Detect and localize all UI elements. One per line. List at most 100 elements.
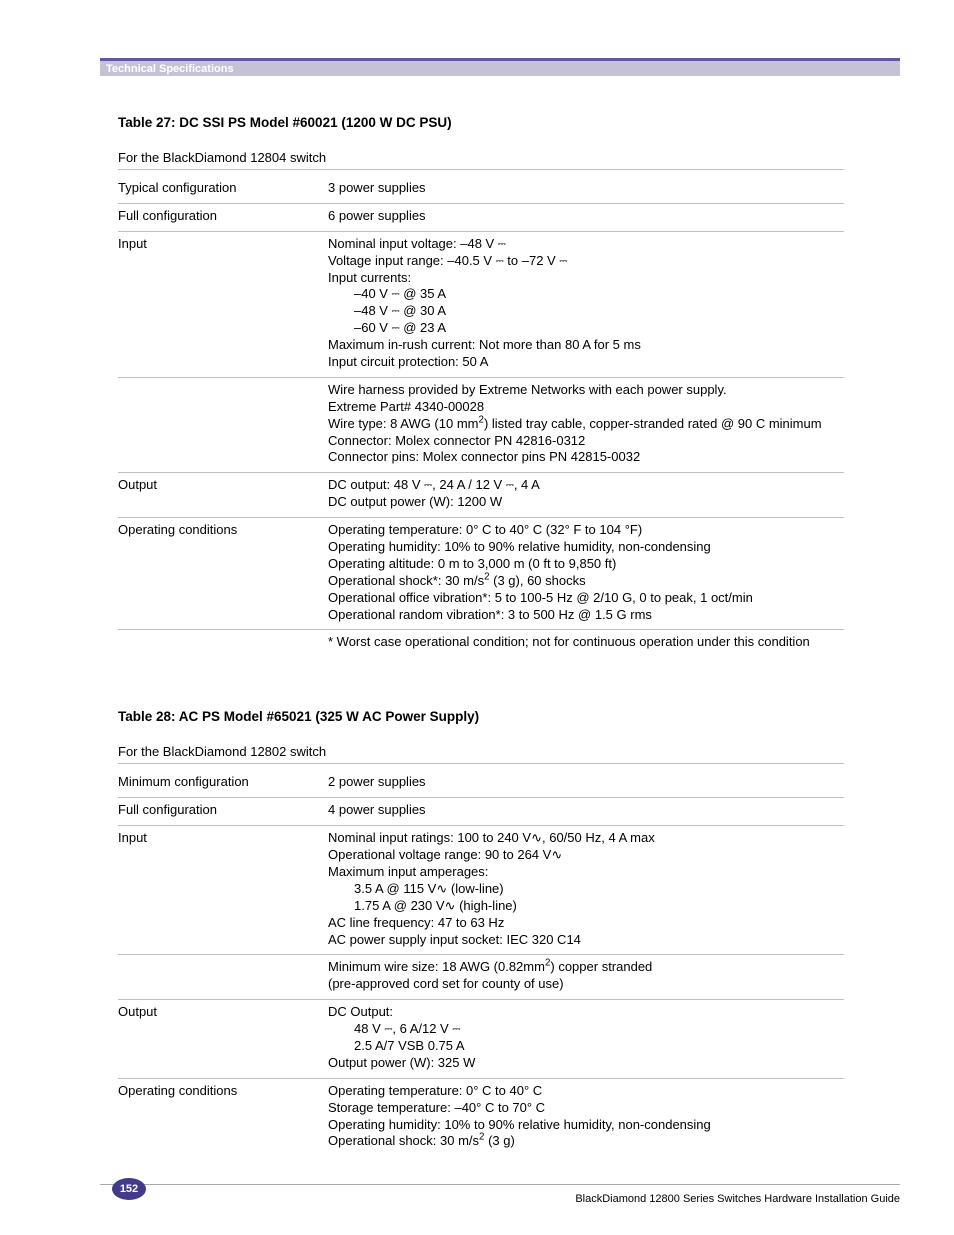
text: Connector: Molex connector PN 42816-0312 (328, 433, 585, 448)
text: (3 g) (484, 1133, 514, 1148)
text: 48 V (354, 1021, 384, 1036)
text: 2.5 A/7 VSB 0.75 A (328, 1038, 844, 1055)
row-operating: Operating conditions Operating temperatu… (118, 518, 844, 630)
text: , 4 A (514, 477, 540, 492)
dc-icon: ⎓ (392, 306, 400, 317)
label (118, 955, 328, 1000)
text: Operating humidity: 10% to 90% relative … (328, 1117, 711, 1132)
dc-icon: ⎓ (384, 1024, 392, 1035)
table-28-body: Minimum configuration 2 power supplies F… (118, 770, 844, 1156)
row-typical-config: Typical configuration 3 power supplies (118, 176, 844, 203)
row-input: Input Nominal input ratings: 100 to 240 … (118, 826, 844, 955)
text: DC output: 48 V (328, 477, 424, 492)
dc-icon: ⎓ (392, 323, 400, 334)
text: DC Output: (328, 1004, 393, 1019)
text: Input currents: (328, 270, 411, 285)
value: DC Output: 48 V ⎓, 6 A/12 V ⎓ 2.5 A/7 VS… (328, 1000, 844, 1079)
row-output: Output DC Output: 48 V ⎓, 6 A/12 V ⎓ 2.5… (118, 1000, 844, 1079)
ac-icon: ∿ (436, 881, 447, 896)
text: Nominal input ratings: 100 to 240 V (328, 830, 531, 845)
footer-text: BlackDiamond 12800 Series Switches Hardw… (100, 1191, 900, 1205)
text: Connector pins: Molex connector pins PN … (328, 449, 640, 464)
text: @ 30 A (400, 303, 446, 318)
text: Maximum in-rush current: Not more than 8… (328, 337, 641, 352)
label: Input (118, 231, 328, 377)
dc-icon: ⎓ (498, 239, 506, 250)
text: Operating temperature: 0° C to 40° C (32… (328, 522, 642, 537)
text: –48 V (354, 303, 392, 318)
table-27-body: Typical configuration 3 power supplies F… (118, 176, 844, 657)
text: Operating altitude: 0 m to 3,000 m (0 ft… (328, 556, 616, 571)
value: Operating temperature: 0° C to 40° C Sto… (328, 1078, 844, 1156)
text: –40 V (354, 286, 392, 301)
page-footer: 152 BlackDiamond 12800 Series Switches H… (100, 1184, 900, 1205)
text: (low-line) (447, 881, 503, 896)
label: Typical configuration (118, 176, 328, 203)
value: Nominal input voltage: –48 V ⎓ Voltage i… (328, 231, 844, 377)
text: (3 g), 60 shocks (490, 573, 586, 588)
value: DC output: 48 V ⎓, 24 A / 12 V ⎓, 4 A DC… (328, 473, 844, 518)
value: Operating temperature: 0° C to 40° C (32… (328, 518, 844, 630)
text: Operating humidity: 10% to 90% relative … (328, 539, 711, 554)
text: Operational office vibration*: 5 to 100-… (328, 590, 753, 605)
label (118, 630, 328, 657)
text: AC power supply input socket: IEC 320 C1… (328, 932, 581, 947)
ac-icon: ∿ (445, 898, 456, 913)
table-28-intro: For the BlackDiamond 12802 switch (118, 744, 844, 764)
text: ) copper stranded (550, 959, 652, 974)
text: to –72 V (504, 253, 560, 268)
text: Operating temperature: 0° C to 40° C (328, 1083, 542, 1098)
text: , 6 A/12 V (392, 1021, 452, 1036)
page-content: Table 27: DC SSI PS Model #60021 (1200 W… (118, 115, 844, 1156)
row-full-config: Full configuration 6 power supplies (118, 203, 844, 231)
text: @ 35 A (400, 286, 446, 301)
table-27: Table 27: DC SSI PS Model #60021 (1200 W… (118, 115, 844, 657)
row-note: * Worst case operational condition; not … (118, 630, 844, 657)
value: Wire harness provided by Extreme Network… (328, 377, 844, 472)
header-bar: Technical Specifications (100, 58, 900, 76)
text: –60 V (354, 320, 392, 335)
row-input: Input Nominal input voltage: –48 V ⎓ Vol… (118, 231, 844, 377)
text: ) listed tray cable, copper-stranded rat… (484, 416, 822, 431)
table-28-title: Table 28: AC PS Model #65021 (325 W AC P… (118, 709, 844, 724)
label: Full configuration (118, 203, 328, 231)
dc-icon: ⎓ (424, 480, 432, 491)
label: Output (118, 473, 328, 518)
value: Nominal input ratings: 100 to 240 V∿, 60… (328, 826, 844, 955)
text: Extreme Part# 4340-00028 (328, 399, 484, 414)
text: Storage temperature: –40° C to 70° C (328, 1100, 545, 1115)
text: Minimum wire size: 18 AWG (0.82mm (328, 959, 545, 974)
label (118, 377, 328, 472)
section-heading: Technical Specifications (106, 63, 234, 75)
dc-icon: ⎓ (559, 256, 567, 267)
text: (pre-approved cord set for county of use… (328, 976, 564, 991)
text: Wire type: 8 AWG (10 mm (328, 416, 479, 431)
value: 6 power supplies (328, 203, 844, 231)
value: 4 power supplies (328, 798, 844, 826)
row-min-config: Minimum configuration 2 power supplies (118, 770, 844, 797)
text: Input circuit protection: 50 A (328, 354, 488, 369)
label: Full configuration (118, 798, 328, 826)
text: Operational voltage range: 90 to 264 V (328, 847, 551, 862)
page-number: 152 (112, 1178, 146, 1200)
text: Operational random vibration*: 3 to 500 … (328, 607, 652, 622)
text: , 60/50 Hz, 4 A max (542, 830, 655, 845)
label: Minimum configuration (118, 770, 328, 797)
text: Operational shock: 30 m/s (328, 1133, 479, 1148)
label: Output (118, 1000, 328, 1079)
row-input-wire: Minimum wire size: 18 AWG (0.82mm2) copp… (118, 955, 844, 1000)
table-27-title: Table 27: DC SSI PS Model #60021 (1200 W… (118, 115, 844, 130)
table-27-intro: For the BlackDiamond 12804 switch (118, 150, 844, 170)
text: DC output power (W): 1200 W (328, 494, 502, 509)
dc-icon: ⎓ (452, 1024, 460, 1035)
row-output: Output DC output: 48 V ⎓, 24 A / 12 V ⎓,… (118, 473, 844, 518)
row-operating: Operating conditions Operating temperatu… (118, 1078, 844, 1156)
label: Operating conditions (118, 1078, 328, 1156)
text: AC line frequency: 47 to 63 Hz (328, 915, 504, 930)
dc-icon: ⎓ (506, 480, 514, 491)
value: 2 power supplies (328, 770, 844, 797)
dc-icon: ⎓ (392, 289, 400, 300)
label: Input (118, 826, 328, 955)
text: 3.5 A @ 115 V (354, 881, 436, 896)
ac-icon: ∿ (531, 830, 542, 845)
